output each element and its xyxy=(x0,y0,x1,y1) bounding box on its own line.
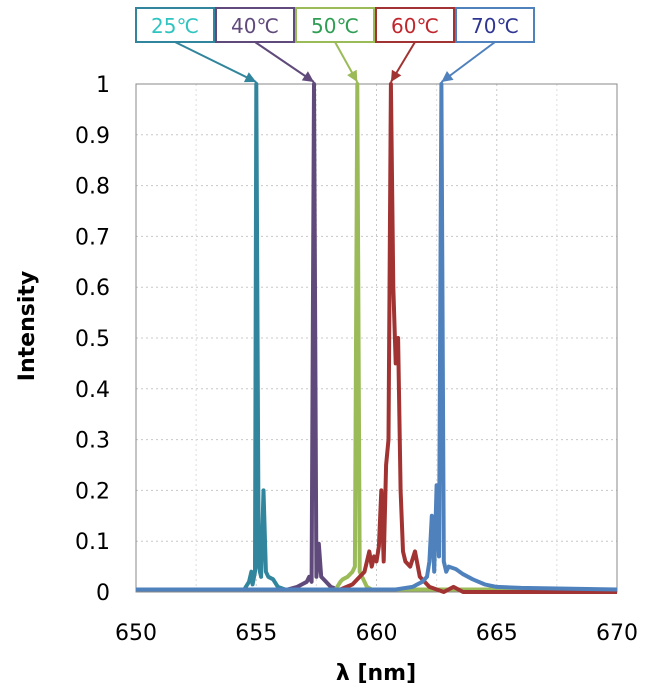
callout-arrow-head xyxy=(390,69,402,82)
callout-40c: 40℃ xyxy=(215,7,315,83)
x-tick-label: 660 xyxy=(356,621,398,646)
x-axis-title: λ [nm] xyxy=(336,661,416,686)
callout-50c: 50℃ xyxy=(295,7,375,83)
callout-arrow-line xyxy=(254,41,315,83)
y-tick-label: 0.2 xyxy=(75,479,110,504)
y-tick-label: 0.5 xyxy=(75,327,110,352)
y-tick-label: 0.6 xyxy=(75,276,110,301)
x-tick-label: 665 xyxy=(476,621,518,646)
x-tick-label: 670 xyxy=(596,621,638,646)
callout-arrow-head xyxy=(243,72,257,83)
y-tick-label: 0.3 xyxy=(75,429,110,454)
x-tick-label: 655 xyxy=(235,621,277,646)
callout-arrow-head xyxy=(347,69,358,82)
gridlines xyxy=(136,84,617,592)
y-tick-label: 1 xyxy=(96,73,110,98)
y-tick-label: 0 xyxy=(96,581,110,606)
series-layer xyxy=(136,82,618,594)
series-line-70c xyxy=(136,82,618,592)
y-axis-tick-labels: 0 0.1 0.2 0.3 0.4 0.5 0.6 0.7 0.8 0.9 1 xyxy=(75,73,110,606)
y-tick-label: 0.7 xyxy=(75,225,110,250)
callout-arrow-head xyxy=(301,71,314,82)
series-line-50c xyxy=(136,82,617,592)
legend-callouts: 25℃ 40℃ 50℃ 60℃ 70℃ xyxy=(135,7,535,83)
y-tick-label: 0.8 xyxy=(75,175,110,200)
callout-label: 25℃ xyxy=(151,14,199,38)
callout-label: 60℃ xyxy=(391,14,439,38)
callout-60c: 60℃ xyxy=(375,7,455,83)
y-tick-label: 0.1 xyxy=(75,530,110,555)
y-tick-label: 0.9 xyxy=(75,124,110,149)
callout-label: 70℃ xyxy=(471,14,519,38)
callout-arrow-head xyxy=(441,71,454,82)
y-axis-title: Intensity xyxy=(15,271,40,381)
callout-label: 50℃ xyxy=(311,14,359,38)
plot-area-frame xyxy=(135,83,618,593)
callout-arrow-line xyxy=(440,41,496,83)
callout-25c: 25℃ xyxy=(135,7,257,83)
callout-box xyxy=(295,7,375,43)
callout-label: 40℃ xyxy=(231,14,279,38)
x-axis-tick-labels: 650 655 660 665 670 xyxy=(115,621,638,646)
callout-70c: 70℃ xyxy=(440,7,535,83)
callout-box xyxy=(135,7,215,43)
series-line-40c xyxy=(136,82,617,592)
series-line-25c xyxy=(136,82,617,592)
x-tick-label: 650 xyxy=(115,621,157,646)
y-tick-label: 0.4 xyxy=(75,378,110,403)
callout-box xyxy=(455,7,535,43)
callout-arrow-line xyxy=(174,41,257,83)
